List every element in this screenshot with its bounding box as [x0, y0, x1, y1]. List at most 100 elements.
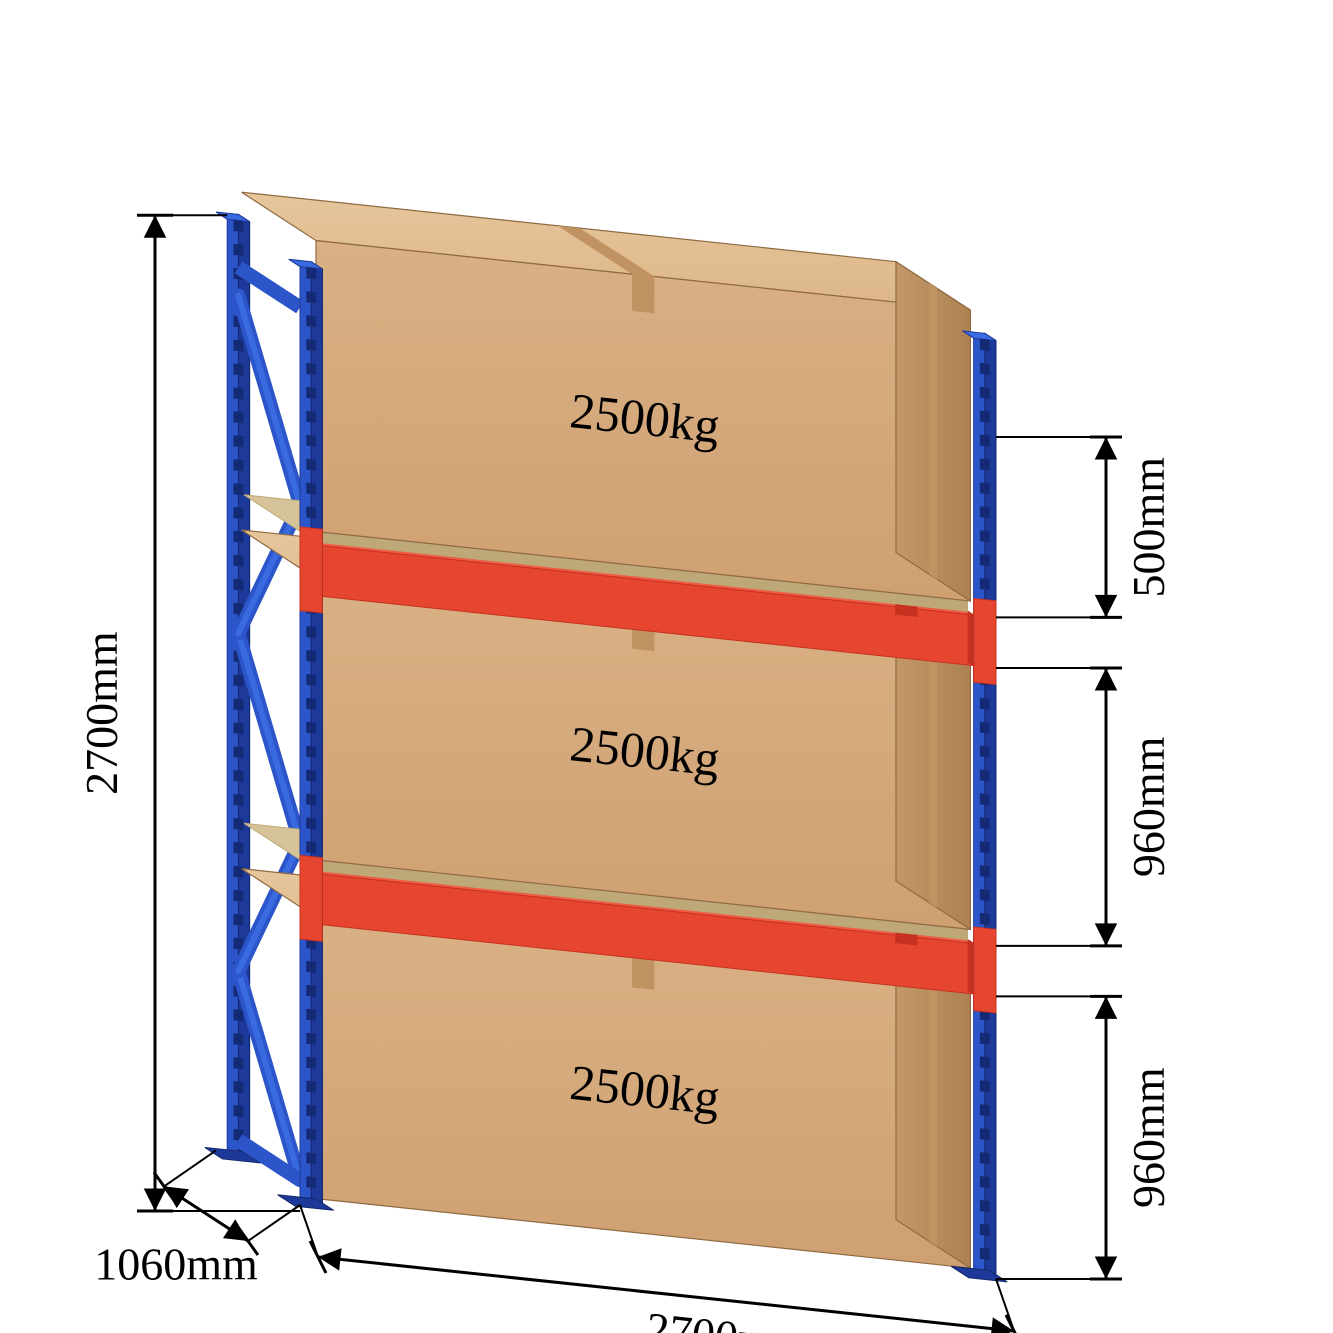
	[980, 722, 990, 734]
dim-tier-top-label: 500mm	[1123, 457, 1174, 598]
beam-connector-front	[300, 527, 322, 613]
rack-diagram: 2500kg2500kg2500kg 2700mm1060mm2700mm960…	[0, 0, 1333, 1333]
	[980, 554, 990, 566]
	[216, 212, 250, 222]
	[234, 364, 244, 376]
	[306, 339, 316, 351]
	[306, 1176, 316, 1188]
	[632, 274, 654, 313]
	[980, 411, 990, 423]
	[980, 530, 990, 542]
	[234, 507, 244, 519]
	[980, 1128, 990, 1140]
	[980, 913, 990, 925]
dim-tier-middle-label: 960mm	[1123, 736, 1174, 877]
	[980, 698, 990, 710]
beam-connector-front	[974, 927, 996, 1013]
	[929, 960, 937, 1247]
	[306, 435, 316, 447]
	[980, 1224, 990, 1236]
	[306, 770, 316, 782]
	[306, 722, 316, 734]
	[234, 794, 244, 806]
	[980, 1248, 990, 1260]
dim-height-label: 2700mm	[76, 631, 127, 795]
	[234, 722, 244, 734]
	[306, 387, 316, 399]
	[234, 1081, 244, 1093]
	[234, 531, 244, 543]
	[306, 363, 316, 375]
	[234, 459, 244, 471]
	[234, 698, 244, 710]
	[306, 961, 316, 973]
	[306, 985, 316, 997]
	[306, 674, 316, 686]
	[306, 483, 316, 495]
beam-connector-front	[300, 855, 322, 941]
	[980, 1104, 990, 1116]
	[306, 746, 316, 758]
	[306, 841, 316, 853]
	[980, 1033, 990, 1045]
	[980, 817, 990, 829]
	[234, 842, 244, 854]
dim-depth-label: 1060mm	[94, 1239, 258, 1290]
	[234, 1105, 244, 1117]
	[306, 1105, 316, 1117]
	[234, 387, 244, 399]
	[234, 818, 244, 830]
	[306, 650, 316, 662]
	[306, 291, 316, 303]
	[980, 339, 990, 351]
	[234, 1033, 244, 1045]
	[980, 458, 990, 470]
	[980, 1080, 990, 1092]
	[980, 841, 990, 853]
	[234, 914, 244, 926]
	[234, 483, 244, 495]
	[234, 866, 244, 878]
	[980, 1176, 990, 1188]
	[306, 1081, 316, 1093]
dim-tier-bottom: 960mm	[996, 996, 1174, 1279]
	[306, 1009, 316, 1021]
	[306, 1033, 316, 1045]
	[968, 940, 974, 994]
	[306, 626, 316, 638]
	[234, 411, 244, 423]
	[306, 315, 316, 327]
	[980, 793, 990, 805]
	[306, 698, 316, 710]
	[980, 482, 990, 494]
	[980, 435, 990, 447]
	[980, 865, 990, 877]
	[980, 1152, 990, 1164]
	[234, 746, 244, 758]
	[234, 555, 244, 567]
	[929, 283, 937, 579]
	[234, 1009, 244, 1021]
	[980, 746, 990, 758]
	[306, 267, 316, 279]
	[306, 1057, 316, 1069]
	[968, 611, 974, 665]
	[980, 363, 990, 375]
	[306, 1128, 316, 1140]
	[234, 770, 244, 782]
dim-tier-middle: 960mm	[996, 668, 1174, 946]
	[234, 340, 244, 352]
	[980, 889, 990, 901]
	[306, 459, 316, 471]
	[234, 220, 244, 232]
beam-connector-front	[974, 598, 996, 684]
	[980, 1200, 990, 1212]
	[234, 674, 244, 686]
	[306, 817, 316, 829]
	[234, 890, 244, 902]
	[306, 507, 316, 519]
	[234, 244, 244, 256]
	[234, 435, 244, 447]
	[306, 794, 316, 806]
	[980, 1056, 990, 1068]
